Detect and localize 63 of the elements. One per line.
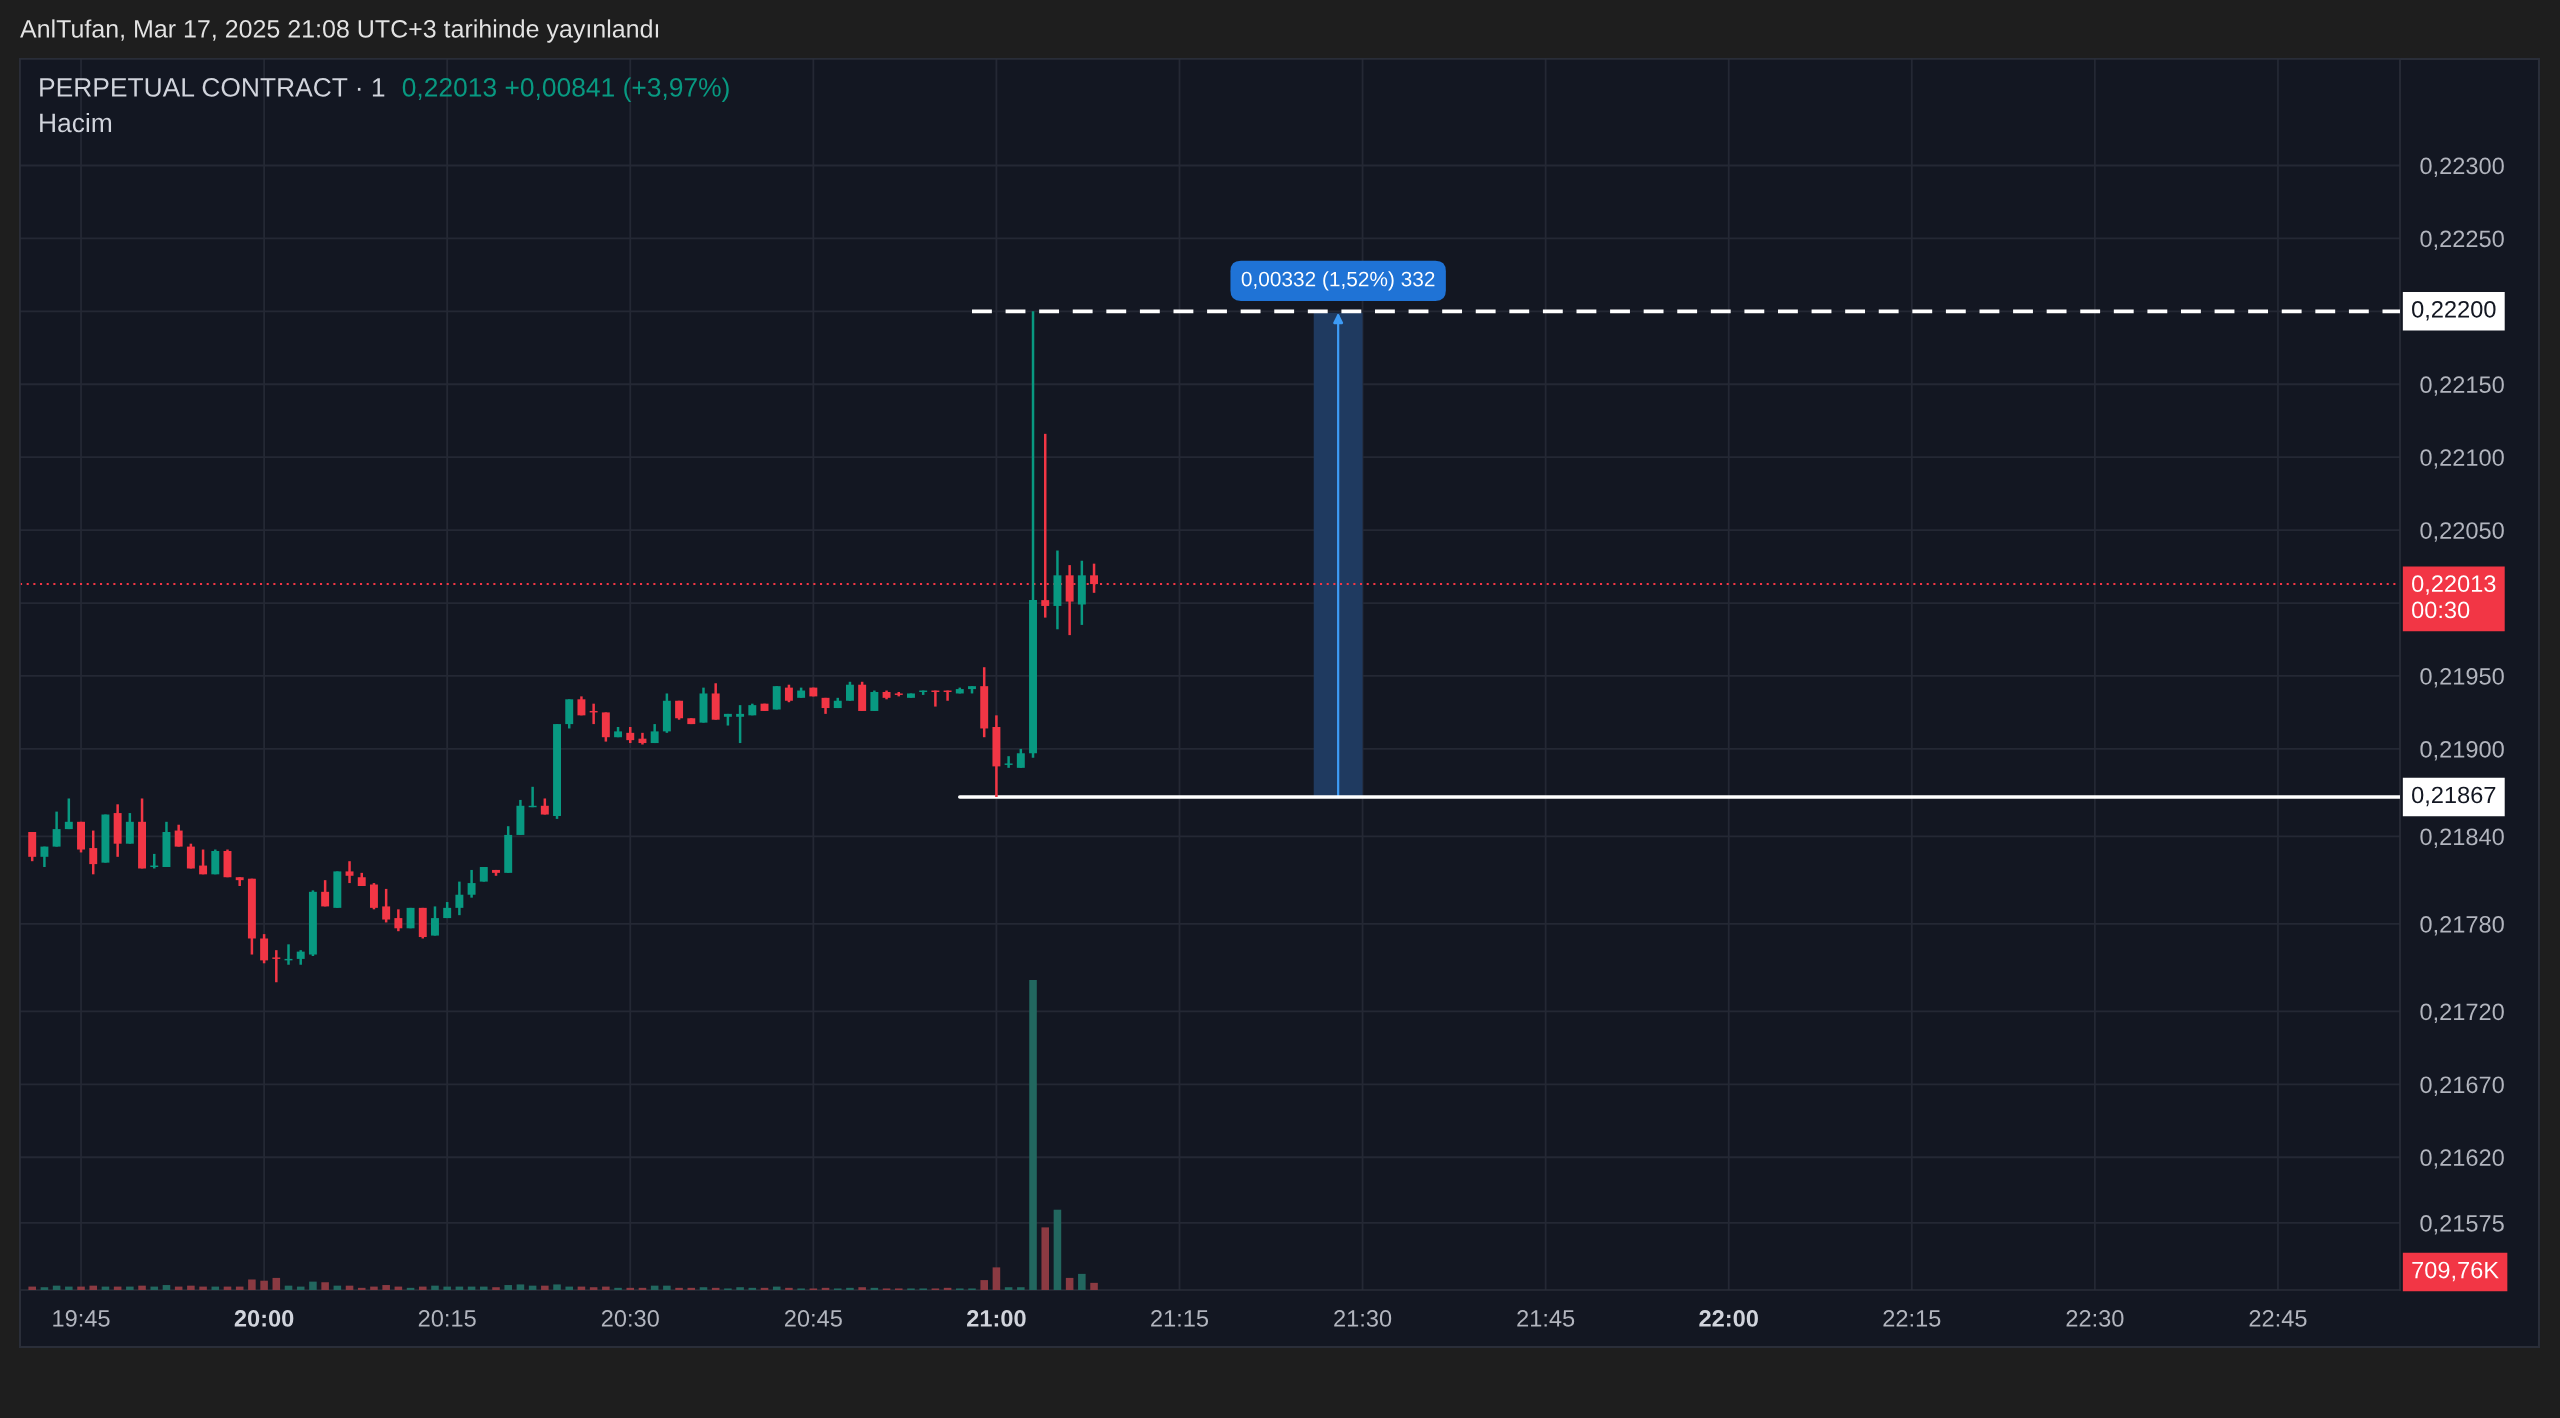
x-tick-label: 20:15: [418, 1310, 476, 1327]
bar: [1017, 1287, 1025, 1290]
bar: [357, 1287, 366, 1290]
x-tick-label: 22:30: [2066, 1310, 2124, 1327]
annotation: 0,22013 +0,00841 (+3,97%): [402, 77, 729, 102]
x-tick-label: 20:30: [601, 1310, 659, 1327]
bar: [28, 1286, 36, 1290]
bar: [602, 1286, 610, 1290]
bar: [370, 1286, 378, 1290]
bar: [699, 1287, 708, 1290]
x-tick-label: 22:15: [1883, 1310, 1941, 1327]
bar: [418, 1286, 427, 1290]
bar: [504, 1285, 512, 1290]
bar: [553, 1284, 561, 1290]
bar: [162, 1285, 171, 1290]
bar: [736, 1287, 744, 1290]
bar: [516, 1284, 525, 1290]
bar: [248, 1279, 256, 1290]
bar: [663, 1285, 671, 1290]
bar: [443, 1286, 451, 1290]
bar: [321, 1282, 329, 1290]
bar: [199, 1286, 207, 1290]
bar: [309, 1281, 317, 1290]
bar: [382, 1285, 390, 1290]
bar: [541, 1285, 549, 1290]
bar: [89, 1285, 98, 1290]
bar: [626, 1287, 635, 1290]
x-tick-label: 20:00: [234, 1310, 294, 1327]
bar: [480, 1286, 488, 1290]
text: AnlTufan, Mar 17, 2025 21:08 UTC+3 tarihinde yayınlandı: [20, 19, 659, 43]
x-tick-label: 22:45: [2249, 1310, 2307, 1327]
bar: [260, 1280, 268, 1290]
bar: [675, 1287, 683, 1290]
bar: [614, 1287, 622, 1290]
bar: [772, 1286, 781, 1290]
bar: [65, 1286, 73, 1290]
bar: [431, 1285, 439, 1290]
bar: [1090, 1282, 1098, 1290]
bar: [492, 1287, 500, 1290]
bar: [980, 1280, 988, 1290]
x-tick-label: 21:00: [967, 1310, 1026, 1327]
bar: [687, 1287, 696, 1290]
x-tick-label: 21:30: [1334, 1310, 1392, 1327]
bar: [150, 1286, 159, 1290]
bar: [77, 1286, 85, 1290]
bar: [1004, 1287, 1013, 1290]
x-tick-label: 19:45: [53, 1310, 110, 1327]
x-tick-label: 21:45: [1517, 1310, 1575, 1327]
x-tick-label: 20:45: [784, 1310, 842, 1327]
bar: [187, 1285, 195, 1290]
bar: [846, 1287, 854, 1290]
x-tick-label: 22:00: [1699, 1310, 1758, 1327]
text: PERPETUAL CONTRACT · 1: [40, 78, 385, 97]
bar: [858, 1287, 866, 1290]
bar: [138, 1285, 146, 1290]
bar: [785, 1287, 793, 1290]
bar: [211, 1286, 220, 1290]
bar: [296, 1286, 305, 1290]
bar: [126, 1286, 134, 1290]
bar: [40, 1287, 49, 1290]
bar: [565, 1286, 574, 1290]
x-tick-label: 21:15: [1151, 1310, 1209, 1327]
bar: [589, 1287, 598, 1290]
